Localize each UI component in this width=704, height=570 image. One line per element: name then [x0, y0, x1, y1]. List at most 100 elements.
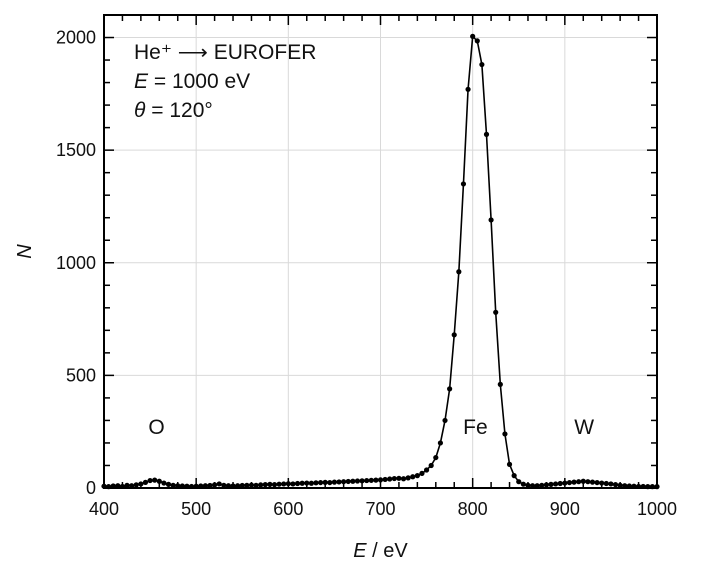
data-point	[405, 475, 411, 481]
data-point	[566, 479, 573, 486]
data-point	[460, 181, 467, 187]
data-point	[428, 462, 434, 469]
data-point	[248, 482, 255, 488]
data-point	[267, 481, 273, 487]
data-point	[290, 481, 296, 487]
x-tick-label: 800	[458, 499, 488, 519]
data-point	[516, 479, 522, 485]
data-point	[308, 480, 314, 486]
data-point	[336, 479, 342, 485]
peak-label-o: O	[148, 416, 164, 439]
data-point	[142, 479, 149, 485]
y-tick-label: 1500	[56, 140, 96, 160]
data-point	[451, 332, 457, 338]
data-point	[285, 481, 291, 487]
data-point	[304, 480, 310, 486]
data-point	[419, 470, 425, 476]
data-point	[599, 480, 605, 486]
data-point	[313, 480, 319, 486]
data-point	[221, 482, 227, 488]
data-point	[133, 482, 139, 488]
annotation-angle-value: = 120°	[145, 99, 212, 122]
x-tick-label: 600	[273, 499, 303, 519]
data-point	[474, 38, 480, 44]
data-point	[350, 478, 356, 484]
plot-frame	[103, 14, 658, 489]
data-point	[271, 482, 278, 488]
data-point	[262, 482, 268, 488]
data-point	[396, 475, 402, 481]
data-point	[433, 454, 439, 461]
data-point	[354, 478, 361, 484]
data-point	[327, 479, 333, 486]
data-point	[161, 480, 167, 486]
data-point	[152, 477, 158, 483]
data-point	[391, 475, 397, 482]
data-point	[212, 482, 218, 488]
data-point	[207, 482, 213, 489]
data-point	[557, 480, 563, 487]
data-point	[341, 479, 347, 485]
data-point	[456, 269, 462, 275]
data-point	[437, 440, 444, 446]
data-point	[511, 473, 517, 479]
data-point	[322, 479, 328, 485]
data-point	[414, 473, 420, 479]
data-point	[377, 477, 384, 483]
data-point	[387, 476, 393, 482]
x-tick-label: 900	[550, 499, 580, 519]
data-point	[608, 481, 614, 487]
data-point	[553, 481, 559, 487]
x-tick-label: 1000	[637, 499, 677, 519]
data-point	[170, 482, 176, 488]
data-point	[603, 480, 609, 487]
data-point	[400, 476, 407, 482]
y-axis-label: N	[14, 244, 36, 259]
data-point	[479, 61, 485, 68]
data-point	[345, 478, 351, 485]
x-axis-label: E / eV	[353, 540, 408, 562]
y-tick-label: 500	[66, 365, 96, 385]
data-point	[359, 478, 365, 484]
x-tick-label: 500	[181, 499, 211, 519]
peak-label-fe: Fe	[463, 416, 488, 439]
data-point	[525, 482, 531, 488]
annotation-angle-variable: θ	[134, 99, 146, 122]
data-point	[520, 481, 526, 487]
data-point	[594, 479, 600, 486]
data-point	[373, 477, 379, 483]
data-point	[483, 131, 490, 137]
data-point	[548, 481, 554, 487]
data-point	[276, 481, 282, 487]
x-tick-label: 400	[89, 499, 119, 519]
data-point	[447, 386, 453, 392]
data-point	[539, 482, 545, 488]
data-point	[253, 482, 259, 488]
data-point	[382, 476, 388, 483]
data-point	[465, 86, 471, 92]
grid-lines	[104, 15, 657, 488]
data-point	[543, 482, 550, 488]
data-point	[299, 480, 305, 486]
data-point	[156, 478, 162, 484]
data-point	[506, 461, 513, 467]
data-point	[612, 482, 619, 488]
peak-labels: O Fe W	[148, 416, 594, 439]
data-point	[216, 481, 222, 487]
tick-labels: 400 500 600 700 800 900 1000 0 500 1000 1500 2000	[56, 28, 677, 519]
annotation-angle: θ = 120°	[134, 99, 213, 122]
data-point	[497, 381, 503, 387]
data-point	[617, 482, 623, 488]
data-point	[488, 217, 494, 223]
data-point	[589, 479, 596, 485]
data-point	[423, 467, 430, 473]
x-axis-unit: / eV	[367, 540, 409, 562]
annotation-reaction: He⁺ ⟶ EUROFER	[134, 41, 316, 64]
data-point	[258, 482, 264, 488]
data-point	[493, 309, 499, 315]
data-point	[317, 479, 324, 486]
data-point	[576, 479, 582, 485]
data-point	[368, 477, 374, 483]
data-point	[331, 479, 338, 485]
